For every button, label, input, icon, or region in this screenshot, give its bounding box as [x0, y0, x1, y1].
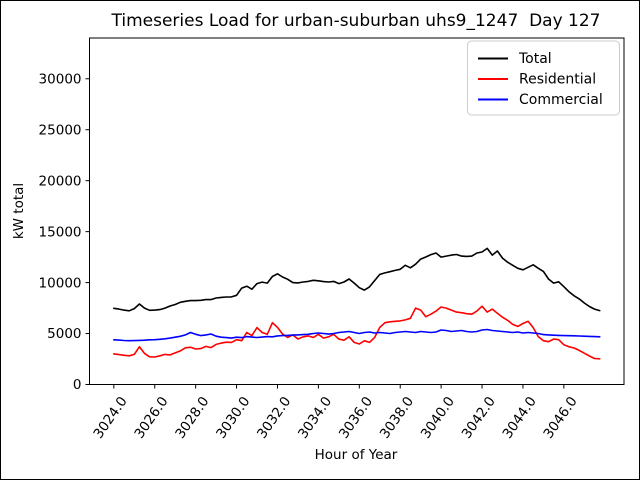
x-axis-label: Hour of Year — [315, 447, 398, 463]
x-tick-label: 3044.0 — [500, 394, 540, 442]
series-line-total — [113, 247, 601, 312]
x-tick-label: 3030.0 — [213, 394, 253, 442]
x-tick-label: 3036.0 — [336, 394, 376, 442]
x-tick-label: 3040.0 — [418, 394, 458, 442]
axes-box — [89, 37, 625, 385]
x-tick-label: 3028.0 — [172, 394, 212, 442]
chart-title: Timeseries Load for urban-suburban uhs9_… — [111, 11, 601, 31]
legend-entry-total: Total — [478, 51, 552, 67]
y-tick-label: 0 — [73, 377, 82, 393]
y-tick-label: 10000 — [39, 275, 82, 291]
x-tick-label: 3038.0 — [377, 394, 417, 442]
legend-entry-residential: Residential — [478, 72, 596, 88]
legend-label-commercial: Commercial — [519, 92, 603, 108]
legend-label-residential: Residential — [519, 72, 596, 88]
legend-label-total: Total — [518, 51, 552, 67]
x-tick-label: 3026.0 — [131, 394, 171, 442]
y-tick-label: 15000 — [39, 224, 82, 240]
series-line-residential — [113, 305, 601, 360]
y-tick-label: 30000 — [39, 71, 82, 87]
y-tick-label: 20000 — [39, 173, 82, 189]
legend: Total Residential Commercial — [467, 40, 620, 116]
x-tick-label: 3032.0 — [254, 394, 294, 442]
x-tick-label: 3046.0 — [540, 394, 580, 442]
x-tick-label: 3024.0 — [90, 394, 130, 442]
x-tick-label: 3034.0 — [295, 394, 335, 442]
x-tick-label: 3042.0 — [459, 394, 499, 442]
y-tick-label: 5000 — [47, 326, 81, 342]
series-line-commercial — [113, 328, 601, 342]
legend-entry-commercial: Commercial — [478, 92, 603, 108]
y-tick-label: 25000 — [39, 122, 82, 138]
y-axis-label: kW total — [11, 183, 27, 239]
